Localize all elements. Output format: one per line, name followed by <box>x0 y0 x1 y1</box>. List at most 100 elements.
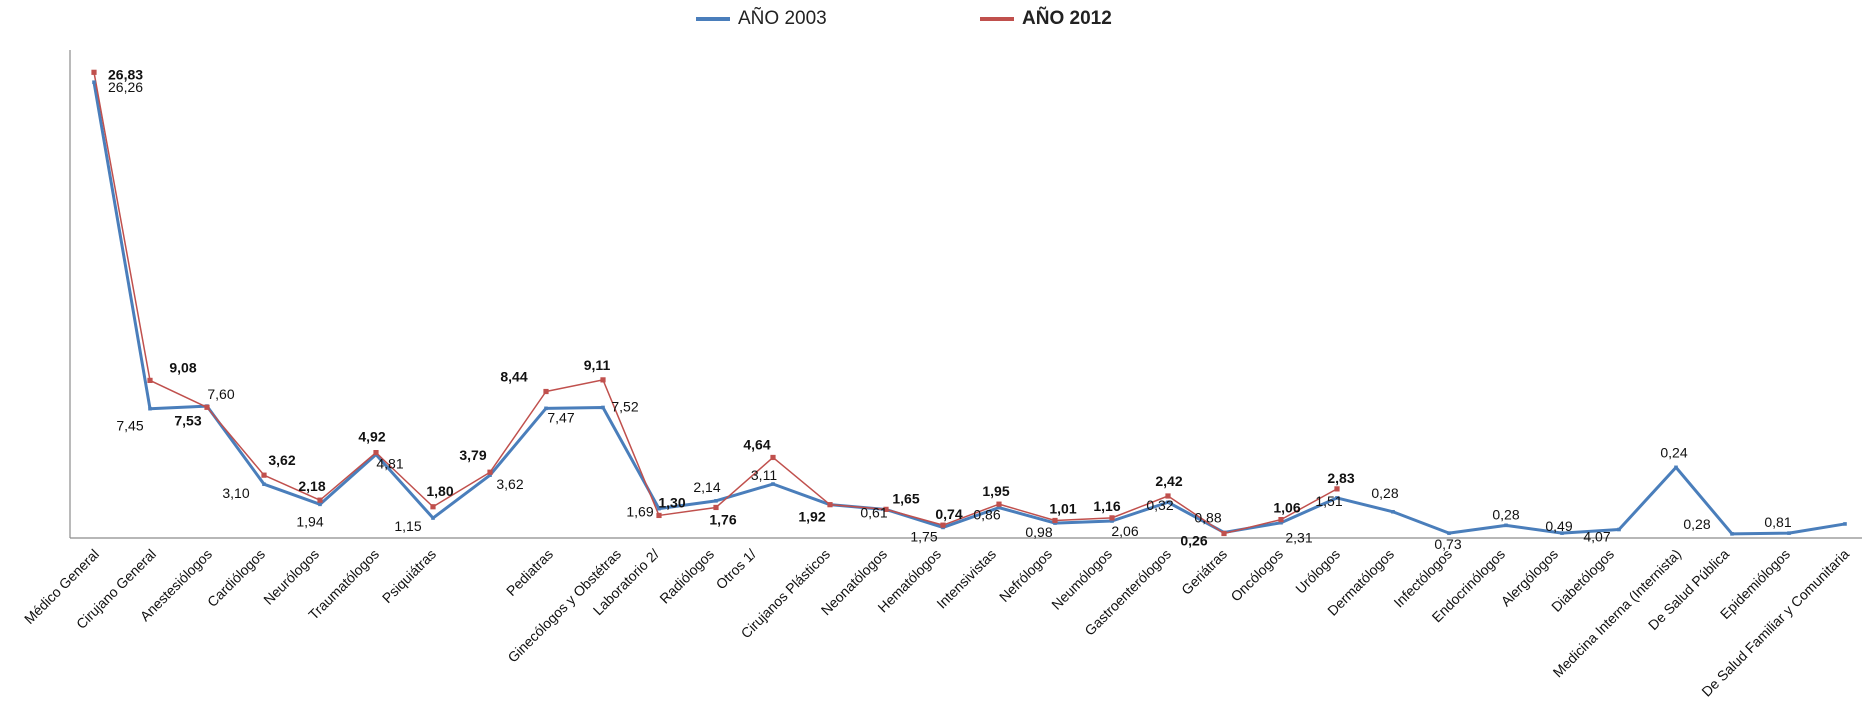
data-label-2003-25: 0,28 <box>1492 506 1519 522</box>
x-tick-label-4: Neurólogos <box>260 546 322 608</box>
data-label-2003-10: 1,69 <box>626 504 653 520</box>
data-label-2003-21: 2,31 <box>1285 530 1312 546</box>
marker-2012-21 <box>1278 517 1284 523</box>
marker-2003-26 <box>1560 531 1564 535</box>
x-tick-label-3: Cardiólogos <box>204 546 268 610</box>
marker-2003-27 <box>1617 527 1621 532</box>
data-label-2003-16: 0,86 <box>973 507 1000 523</box>
marker-2003-24 <box>1447 531 1451 535</box>
data-label-2003-4: 1,94 <box>296 513 323 529</box>
marker-2003-0 <box>92 80 96 85</box>
data-label-2003-14: 0,61 <box>860 505 887 521</box>
legend-label-2003: AÑO 2003 <box>738 8 827 29</box>
axes <box>69 50 1862 539</box>
data-label-2003-6: 1,15 <box>394 518 421 534</box>
marker-2003-25 <box>1504 523 1508 528</box>
data-label-2012-0: 26,83 <box>108 66 143 82</box>
data-label-2012-5: 4,92 <box>358 429 385 445</box>
x-tick-label-20: Oncólogos <box>1227 546 1286 605</box>
x-tick-label-19: Geriátras <box>1178 546 1230 598</box>
x-tick-label-11: Otros 1/ <box>713 546 760 593</box>
data-label-2003-26: 0,49 <box>1545 518 1572 534</box>
marker-2012-2 <box>204 404 210 410</box>
marker-2003-8 <box>544 406 548 411</box>
data-label-2012-6: 1,80 <box>426 483 453 499</box>
data-label-2003-5: 4,81 <box>376 456 403 472</box>
data-label-2003-23: 0,28 <box>1371 485 1398 501</box>
marker-2012-22 <box>1334 486 1340 492</box>
marker-2012-18 <box>1109 515 1115 521</box>
data-label-2012-12: 4,64 <box>743 436 770 452</box>
marker-2003-6 <box>431 516 435 520</box>
marker-2003-23 <box>1391 509 1395 514</box>
series-line-2003 <box>92 81 1846 536</box>
data-label-2012-20: 0,26 <box>1180 532 1207 548</box>
legend-item-2003: AÑO 2003 <box>696 8 827 30</box>
data-label-2003-29: 0,28 <box>1683 516 1710 532</box>
data-label-2003-30: 0,81 <box>1764 514 1791 530</box>
marker-2003-12 <box>771 482 775 486</box>
data-label-2003-27: 4,07 <box>1583 528 1610 544</box>
data-labels: 26,26 7,45 7,60 3,10 1,94 4,81 1,15 3,62 7,47 7,5… <box>108 66 1792 552</box>
data-label-2012-15: 0,74 <box>935 506 962 522</box>
data-label-2012-18: 1,16 <box>1093 498 1120 514</box>
data-label-2003-18: 2,06 <box>1111 523 1138 539</box>
marker-2003-17 <box>1053 521 1057 525</box>
series-markers <box>91 69 1847 537</box>
data-label-2003-15: 1,75 <box>910 528 937 544</box>
marker-2012-12 <box>770 454 776 461</box>
marker-2003-29 <box>1730 532 1734 536</box>
data-label-2012-22: 2,83 <box>1327 470 1354 486</box>
marker-2012-20 <box>1221 530 1227 537</box>
marker-2003-21 <box>1279 520 1283 525</box>
series-lines <box>92 72 1846 536</box>
data-label-2012-3: 3,62 <box>268 452 295 468</box>
marker-2012-1 <box>147 377 153 383</box>
data-label-2003-24: 0,73 <box>1434 536 1461 552</box>
data-label-2003-7: 3,62 <box>496 476 523 492</box>
marker-2012-13 <box>827 502 833 508</box>
marker-2003-7 <box>488 473 492 477</box>
marker-2003-4 <box>318 502 322 507</box>
data-label-2012-19: 2,42 <box>1155 473 1182 489</box>
data-label-2003-20: 0,88 <box>1194 509 1221 525</box>
x-tick-label-7: Pediatras <box>503 546 556 599</box>
marker-2012-9 <box>600 377 606 383</box>
marker-2003-31 <box>1843 522 1847 526</box>
data-label-2012-7: 3,79 <box>459 447 486 463</box>
marker-2012-0 <box>91 69 97 75</box>
marker-2003-18 <box>1110 519 1114 523</box>
marker-2012-17 <box>1052 517 1058 524</box>
marker-2003-9 <box>601 405 605 410</box>
data-label-2003-12: 3,11 <box>751 467 777 483</box>
marker-2003-22 <box>1335 496 1339 500</box>
legend-swatch-2003 <box>696 17 730 21</box>
data-label-2012-8: 8,44 <box>500 369 527 385</box>
marker-2003-30 <box>1787 531 1791 535</box>
data-label-2003-3: 3,10 <box>222 485 249 501</box>
marker-2012-14 <box>883 506 889 512</box>
x-tick-label-15: Intensivistas <box>933 546 999 612</box>
marker-2012-19 <box>1165 493 1171 499</box>
x-tick-label-28: De Salud Pública <box>1645 546 1732 633</box>
marker-2003-11 <box>714 499 718 503</box>
data-label-2012-17: 1,01 <box>1049 500 1076 516</box>
data-label-2012-13: 1,92 <box>798 509 825 525</box>
marker-2012-15 <box>940 522 946 528</box>
x-tick-label-10: Radiólogos <box>656 546 717 607</box>
data-label-2012-11: 1,76 <box>709 511 736 527</box>
x-tick-label-9: Laboratorio 2/ <box>590 546 662 618</box>
marker-2012-8 <box>543 388 549 395</box>
marker-2003-3 <box>262 482 266 486</box>
data-label-2003-8: 7,47 <box>547 409 574 425</box>
x-tick-label-16: Nefrólogos <box>996 546 1055 605</box>
data-label-2012-21: 1,06 <box>1273 500 1300 516</box>
marker-2003-16 <box>997 505 1001 510</box>
marker-2003-10 <box>657 506 661 511</box>
legend-swatch-2012 <box>980 17 1014 21</box>
x-tick-label-21: Urólogos <box>1292 546 1343 597</box>
marker-2012-11 <box>713 504 719 511</box>
data-label-2012-9: 9,11 <box>584 357 611 373</box>
data-label-2012-16: 1,95 <box>982 483 1009 499</box>
